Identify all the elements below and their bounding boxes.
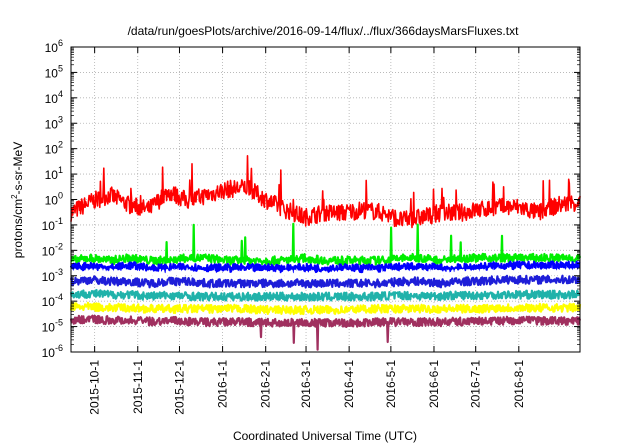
y-tick-base: 10 xyxy=(42,270,56,284)
x-tick-label: 2016-8-1 xyxy=(512,360,526,408)
y-tick-base: 10 xyxy=(42,244,56,258)
series-line-8 xyxy=(69,314,582,351)
y-axis-label-rest: -s-sr-MeV xyxy=(11,142,25,195)
y-tick-label: 105 xyxy=(45,63,63,80)
y-tick-label: 104 xyxy=(45,89,63,106)
y-tick-label: 10-1 xyxy=(42,216,63,233)
y-tick-exp: -4 xyxy=(55,292,63,302)
chart-title: /data/run/goesPlots/archive/2016-09-14/f… xyxy=(128,24,520,38)
y-tick-exp: -2 xyxy=(55,241,63,251)
y-tick-base: 10 xyxy=(45,92,59,106)
x-tick-label: 2016-5-1 xyxy=(384,360,398,408)
y-tick-exp: 1 xyxy=(58,165,63,175)
y-tick-exp: 0 xyxy=(58,191,63,201)
y-tick-label: 100 xyxy=(45,191,63,208)
y-axis-ticks: 10-610-510-410-310-210-11001011021031041… xyxy=(42,38,580,360)
y-tick-base: 10 xyxy=(45,66,59,80)
y-tick-label: 106 xyxy=(45,38,63,55)
x-tick-label: 2016-1-1 xyxy=(216,360,230,408)
series-line-6 xyxy=(69,289,581,302)
y-tick-base: 10 xyxy=(45,41,59,55)
y-tick-base: 10 xyxy=(42,321,56,335)
y-tick-exp: 5 xyxy=(58,63,63,73)
y-tick-exp: -5 xyxy=(55,318,63,328)
y-tick-base: 10 xyxy=(42,219,56,233)
y-tick-exp: -1 xyxy=(55,216,63,226)
y-tick-label: 10-2 xyxy=(42,241,63,258)
y-axis-label-sup: 2 xyxy=(10,194,19,199)
x-tick-label: 2015-10-1 xyxy=(88,360,102,415)
y-tick-label: 10-4 xyxy=(42,292,63,309)
y-tick-label: 10-3 xyxy=(42,267,63,284)
y-tick-exp: -6 xyxy=(55,343,63,353)
y-tick-label: 103 xyxy=(45,114,63,131)
y-tick-exp: 2 xyxy=(58,140,63,150)
y-tick-exp: 6 xyxy=(58,38,63,48)
x-axis-label: Coordinated Universal Time (UTC) xyxy=(233,429,417,443)
y-tick-label: 102 xyxy=(45,140,63,157)
x-tick-label: 2016-2-1 xyxy=(259,360,273,408)
x-axis-ticks: 2015-10-1 2015-11-1 2015-12-1 2016-1-1 2016-… xyxy=(88,47,526,415)
series-line-2 xyxy=(70,222,582,266)
series-line-5 xyxy=(69,274,581,289)
x-tick-label: 2016-3-1 xyxy=(299,360,313,408)
x-tick-label: 2015-11-1 xyxy=(131,360,145,414)
y-tick-label: 10-5 xyxy=(42,318,63,335)
y-tick-exp: 4 xyxy=(58,89,63,99)
y-tick-base: 10 xyxy=(42,295,56,309)
y-axis-label: protons/cm2-s-sr-MeV xyxy=(10,142,25,258)
x-tick-label: 2016-4-1 xyxy=(342,360,356,408)
y-tick-label: 10-6 xyxy=(42,343,63,360)
y-tick-base: 10 xyxy=(42,346,56,360)
y-tick-exp: -3 xyxy=(55,267,63,277)
x-tick-label: 2016-7-1 xyxy=(469,360,483,408)
y-tick-base: 10 xyxy=(45,194,59,208)
y-tick-base: 10 xyxy=(45,168,59,182)
x-tick-label: 2015-12-1 xyxy=(172,360,186,415)
series-line-1 xyxy=(70,155,581,229)
y-tick-label: 101 xyxy=(45,165,63,182)
y-tick-base: 10 xyxy=(45,117,59,131)
series-layer xyxy=(69,155,582,351)
y-tick-exp: 3 xyxy=(58,114,63,124)
y-tick-base: 10 xyxy=(45,143,59,157)
x-tick-label: 2016-6-1 xyxy=(427,360,441,408)
y-axis-label-base: protons/cm xyxy=(11,199,25,258)
series-line-4 xyxy=(70,267,582,280)
series-line-7 xyxy=(69,301,582,316)
